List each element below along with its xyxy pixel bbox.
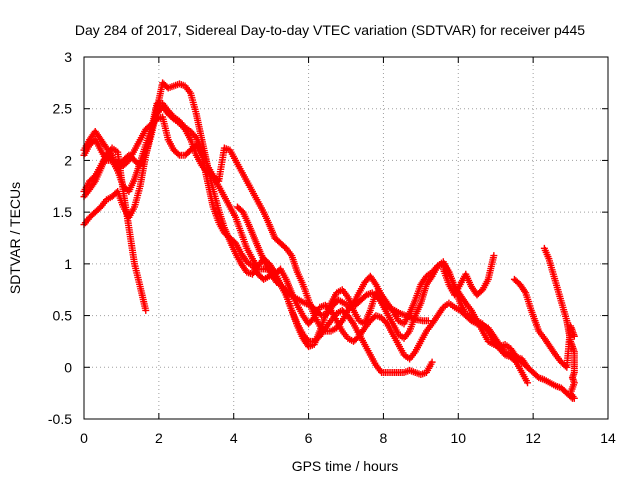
series-trace-d bbox=[80, 103, 532, 371]
series-trace-g bbox=[439, 252, 498, 299]
data-point bbox=[382, 318, 390, 326]
y-axis-label: SDTVAR / TECUs bbox=[7, 182, 23, 294]
data-point bbox=[490, 252, 498, 260]
y-tick-label: 2 bbox=[64, 152, 72, 168]
axis-ticks bbox=[83, 56, 609, 420]
data-point bbox=[428, 358, 436, 366]
chart-title: Day 284 of 2017, Sidereal Day-to-day VTE… bbox=[75, 22, 585, 38]
y-tick-labels: -0.5 0 0.5 1 1.5 2 2.5 3 bbox=[48, 49, 72, 427]
series-trace-i bbox=[510, 275, 578, 371]
x-axis-label: GPS time / hours bbox=[292, 458, 399, 474]
data-point bbox=[191, 132, 199, 140]
data-point bbox=[524, 379, 532, 387]
y-tick-label: -0.5 bbox=[48, 411, 72, 427]
grid bbox=[84, 57, 608, 419]
data-point bbox=[522, 362, 530, 370]
x-tick-label: 6 bbox=[305, 430, 313, 446]
x-tick-label: 14 bbox=[600, 430, 616, 446]
data-point bbox=[570, 394, 578, 402]
y-tick-label: 0 bbox=[64, 359, 72, 375]
data-point bbox=[320, 326, 328, 334]
data-point bbox=[524, 363, 532, 371]
data-marks bbox=[80, 79, 578, 402]
data-point bbox=[180, 124, 188, 132]
data-point bbox=[424, 317, 432, 325]
x-tick-labels: 0 2 4 6 8 10 12 14 bbox=[80, 430, 616, 446]
x-tick-label: 2 bbox=[155, 430, 163, 446]
plot-frame bbox=[83, 56, 609, 420]
y-tick-label: 3 bbox=[64, 49, 72, 65]
y-tick-label: 1 bbox=[64, 256, 72, 272]
y-tick-label: 1.5 bbox=[53, 204, 73, 220]
series-trace-f bbox=[233, 203, 432, 325]
x-tick-label: 8 bbox=[380, 430, 388, 446]
x-tick-label: 12 bbox=[525, 430, 541, 446]
x-tick-label: 10 bbox=[450, 430, 466, 446]
series-trace-c bbox=[80, 113, 576, 402]
x-tick-label: 0 bbox=[80, 430, 88, 446]
series-trace-e bbox=[80, 144, 150, 314]
y-tick-label: 0.5 bbox=[53, 308, 73, 324]
data-point bbox=[570, 332, 578, 340]
x-tick-label: 4 bbox=[230, 430, 238, 446]
data-point bbox=[174, 150, 182, 158]
y-tick-label: 2.5 bbox=[53, 101, 73, 117]
data-point bbox=[142, 306, 150, 314]
